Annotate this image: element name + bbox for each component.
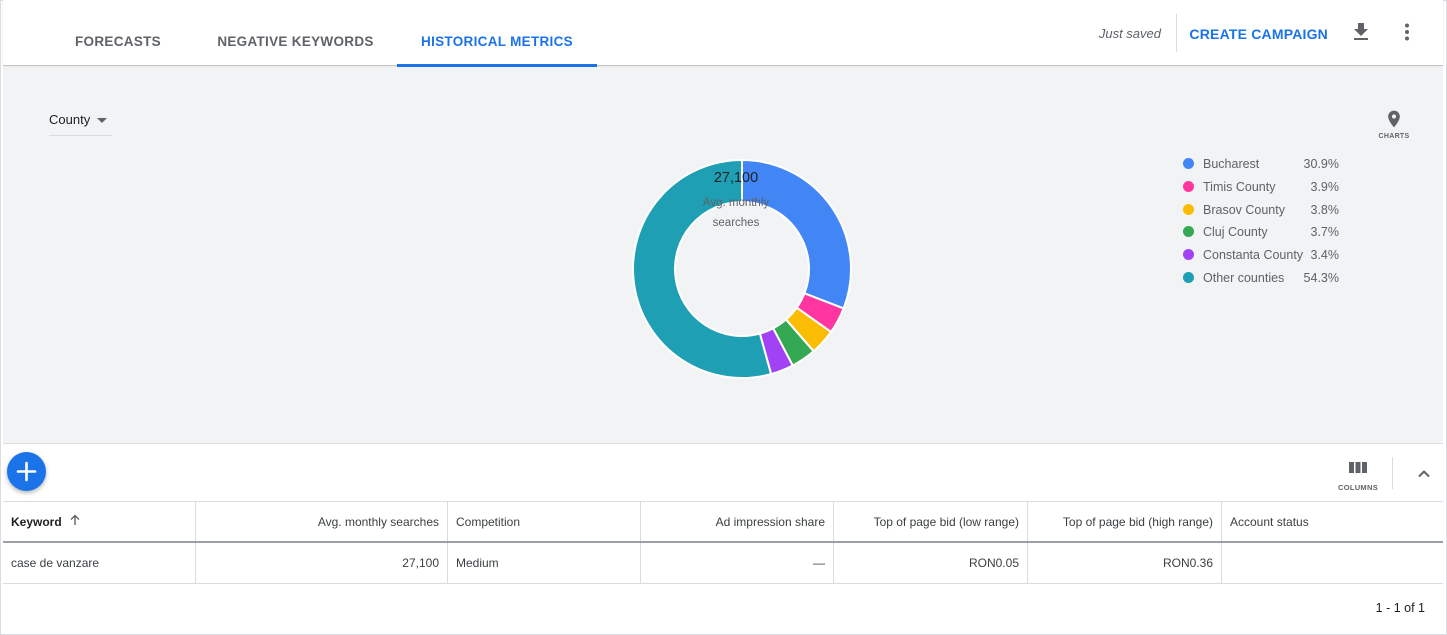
legend-label: Brasov County [1203,202,1285,217]
legend-swatch [1183,249,1194,261]
legend-label: Other counties [1203,270,1285,285]
donut-center-value: 27,100 [713,170,759,186]
dropdown-value: County [49,112,91,127]
legend-value: 3.7% [1310,225,1340,240]
legend-label: Bucharest [1203,157,1260,171]
legend-swatch [1183,203,1194,215]
cell-competition: Medium [448,543,641,583]
legend-value: 3.9% [1310,179,1340,194]
toolbar-divider [1392,457,1393,489]
legend-swatch [1183,271,1194,283]
donut-slice-other-counties[interactable] [632,158,773,379]
donut-chart [632,158,852,379]
legend-item[interactable]: Bucharest 30.9% [1183,155,1343,178]
chart-legend: Bucharest 30.9% Timis County 3.9% Brasov Cou… [1183,155,1343,292]
top-tab-bar: FORECASTS NEGATIVE KEYWORDS HISTORICAL M… [3,0,1443,67]
geo-level-dropdown[interactable]: County [49,108,112,136]
tab-historical-metrics[interactable]: HISTORICAL METRICS [397,0,597,67]
tab-historical-metrics-label: HISTORICAL METRICS [421,34,573,49]
legend-item[interactable]: Timis County 3.9% [1183,178,1343,201]
more-vert-icon[interactable] [1395,20,1419,44]
legend-label: Timis County [1203,179,1276,194]
legend-value: 54.3% [1303,270,1339,285]
legend-label: Constanta County [1203,248,1304,263]
header-top-bid-low[interactable]: Top of page bid (low range) [834,502,1028,541]
charts-button[interactable]: CHARTS [1378,107,1410,143]
donut-center-label: Avg. monthly searches [702,197,770,229]
header-avg-monthly-searches[interactable]: Avg. monthly searches [196,502,448,541]
save-status: Just saved [1098,26,1161,41]
header-account-status[interactable]: Account status [1230,514,1309,529]
caret-down-icon [97,118,107,123]
header-competition[interactable]: Competition [448,502,641,541]
header-keyword-label: Keyword [11,514,62,529]
add-keyword-button[interactable] [7,452,46,491]
legend-item[interactable]: Cluj County 3.7% [1183,223,1343,246]
cell-top-bid-high: RON0.36 [1028,543,1222,583]
legend-value: 30.9% [1303,157,1339,171]
legend-swatch [1183,180,1194,192]
columns-button-label: COLUMNS [1337,483,1378,492]
tab-forecasts[interactable]: FORECASTS [75,34,161,49]
arrow-up-icon [69,514,81,529]
active-tab-indicator [397,64,597,67]
keyword-table: Keyword Avg. monthly searches Competitio… [3,501,1443,584]
header-divider [1176,14,1177,52]
header-keyword[interactable]: Keyword [3,502,196,541]
legend-label: Cluj County [1203,225,1268,240]
chart-panel: County CHARTS Bucharest 30.9% Timis County… [3,67,1443,444]
location-pin-icon [1388,110,1400,128]
columns-button[interactable]: COLUMNS [1336,458,1380,494]
chevron-up-icon[interactable] [1412,462,1436,486]
download-icon[interactable] [1349,20,1373,44]
charts-button-label: CHARTS [1378,133,1410,140]
table-row: case de vanzare 27,100 Medium — RON0.05 … [3,543,1443,584]
table-header-row: Keyword Avg. monthly searches Competitio… [3,501,1443,543]
legend-value: 3.8% [1310,202,1340,217]
cell-ad-impression-share: — [641,543,834,583]
cell-keyword[interactable]: case de vanzare [3,543,196,583]
cell-avg-monthly-searches: 27,100 [196,543,448,583]
legend-swatch [1183,226,1194,238]
legend-item[interactable]: Brasov County 3.8% [1183,201,1343,224]
donut-slice-bucharest[interactable] [741,158,852,310]
create-campaign-button[interactable]: CREATE CAMPAIGN [1189,26,1328,42]
tab-negative-keywords[interactable]: NEGATIVE KEYWORDS [217,34,374,49]
pagination-text: 1 - 1 of 1 [1375,601,1425,615]
legend-value: 3.4% [1310,248,1340,263]
cell-top-bid-low: RON0.05 [834,543,1028,583]
header-ad-impression-share[interactable]: Ad impression share [641,502,834,541]
columns-icon [1349,462,1367,473]
add-icon [16,461,37,482]
legend-swatch [1183,158,1194,169]
legend-item[interactable]: Constanta County 3.4% [1183,246,1343,269]
cell-account-status [1222,543,1443,583]
header-top-bid-high[interactable]: Top of page bid (high range) [1028,502,1222,541]
legend-item[interactable]: Other counties 54.3% [1183,269,1343,292]
